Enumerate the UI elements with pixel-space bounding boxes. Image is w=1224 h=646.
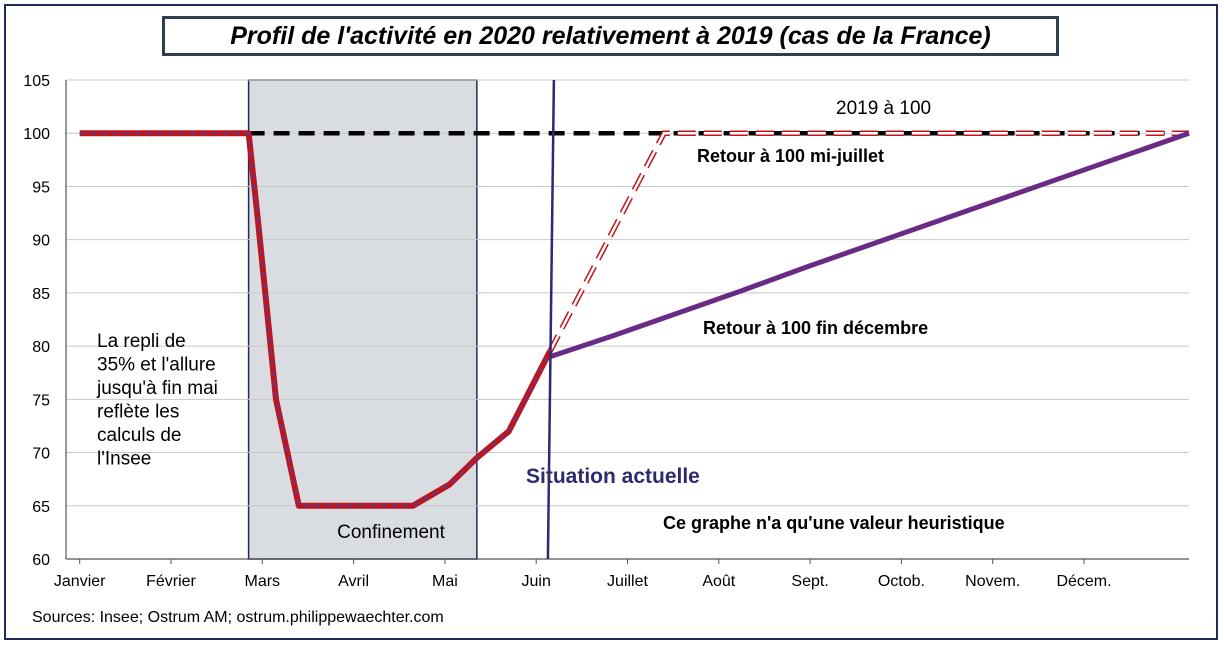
source-note: Sources: Insee; Ostrum AM; ostrum.philip…: [32, 609, 444, 626]
y-tick-label: 105: [23, 73, 50, 90]
insee-note-line: 35% et l'allure: [97, 355, 216, 376]
december-label: Retour à 100 fin décembre: [703, 318, 928, 338]
x-tick-label: Juillet: [607, 573, 648, 590]
x-tick-label: Novem.: [965, 573, 1020, 590]
insee-note-line: La repli de: [97, 331, 186, 352]
x-tick-label: Avril: [338, 573, 369, 590]
series-line-observed-inner: [79, 132, 551, 507]
x-tick-label: Janvier: [54, 573, 106, 590]
x-tick-label: Octob.: [878, 573, 925, 590]
x-tick-label: Juin: [522, 573, 551, 590]
y-tick-label: 60: [32, 552, 50, 569]
y-tick-label: 100: [23, 126, 50, 143]
series-line-july-inner: [548, 131, 1189, 353]
current-situation-line: [546, 79, 556, 560]
x-tick-label: Mai: [432, 573, 458, 590]
y-tick-label: 80: [32, 339, 50, 356]
y-tick-label: 65: [32, 499, 50, 516]
chart-frame: [4, 4, 1218, 640]
x-tick-label: Février: [146, 573, 196, 590]
y-tick-label: 70: [32, 446, 50, 463]
insee-note-line: l'Insee: [97, 449, 151, 470]
heuristic-note: Ce graphe n'a qu'une valeur heuristique: [663, 513, 1005, 533]
insee-note-line: jusqu'à fin mai: [96, 378, 218, 399]
x-tick-label: Mars: [245, 573, 281, 590]
chart-title: Profil de l'activité en 2020 relativemen…: [230, 21, 991, 50]
july-label: Retour à 100 mi-juillet: [697, 146, 884, 166]
y-tick-label: 75: [32, 392, 50, 409]
x-tick-label: Décem.: [1056, 573, 1111, 590]
series-line-december: [549, 130, 1190, 360]
current-situation-label: Situation actuelle: [526, 465, 700, 488]
y-tick-label: 95: [32, 179, 50, 196]
y-tick-label: 85: [32, 286, 50, 303]
confinement-label: Confinement: [337, 522, 445, 543]
insee-note-line: reflète les: [97, 402, 179, 423]
y-tick-label: 90: [32, 233, 50, 250]
chart-title-box: Profil de l'activité en 2020 relativemen…: [162, 16, 1059, 56]
insee-note-line: calculs de: [97, 425, 182, 446]
x-tick-label: Sept.: [791, 573, 828, 590]
confinement-band: [247, 79, 478, 560]
x-tick-label: Août: [702, 573, 735, 590]
ref-label: 2019 à 100: [836, 98, 931, 119]
